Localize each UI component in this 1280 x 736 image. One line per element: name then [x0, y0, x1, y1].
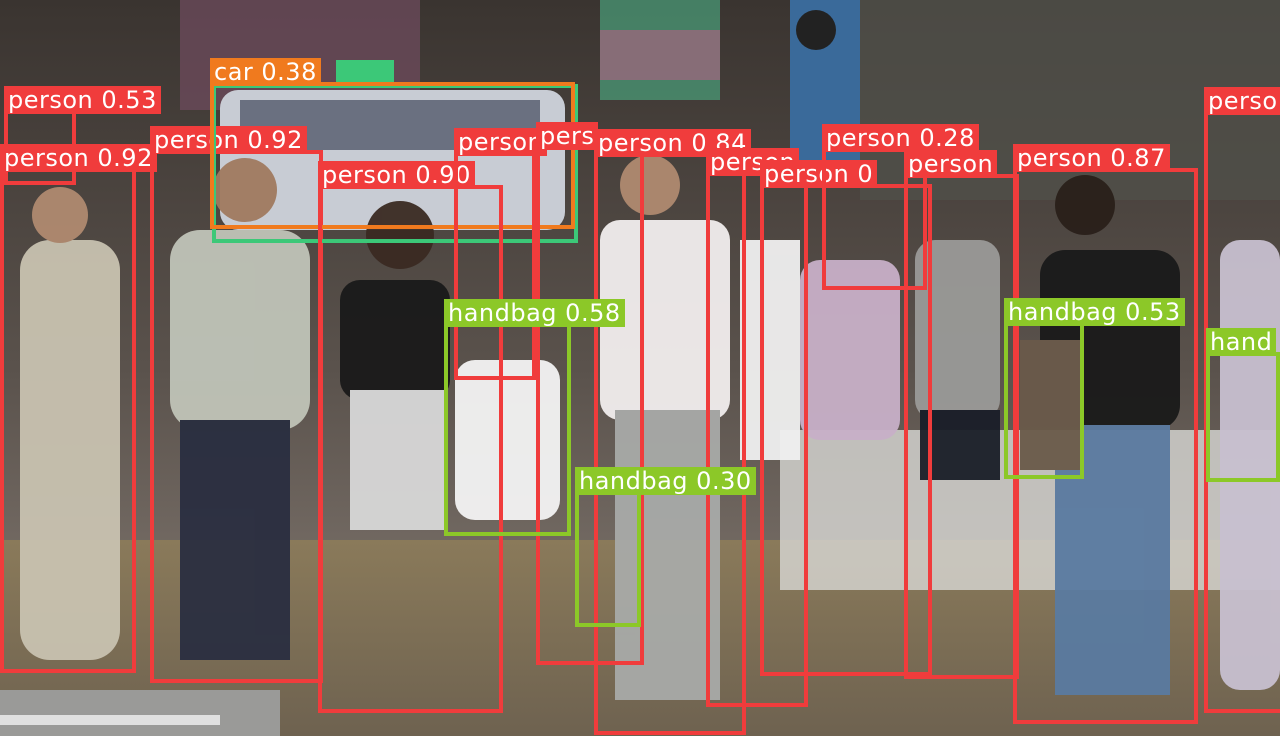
detection-label: person 0.53 [4, 86, 161, 114]
detection-label: person 0.28 [822, 124, 979, 152]
detection-label: person 0.84 [594, 129, 751, 157]
detection-label: car 0.38 [210, 58, 321, 86]
detection-label: pers [536, 122, 599, 150]
detection-box-car: car 0.38 [210, 58, 575, 229]
detection-box-person: person [454, 128, 548, 380]
detection-box-person: person 0.90 [318, 161, 503, 713]
detection-label: handbag 0.53 [1004, 298, 1185, 326]
detection-box-person: pers [536, 122, 644, 665]
detection-box-person: person 0 [760, 160, 932, 676]
detection-label: person 0 [760, 160, 878, 188]
detection-box-person: person 0.84 [594, 129, 751, 735]
detection-label: perso [1204, 87, 1280, 115]
detection-box-person: person 0.87 [1013, 144, 1198, 724]
detection-box-person: person 0.28 [822, 124, 979, 290]
detection-label: person 0.92 [0, 144, 157, 172]
detection-label: person 0.92 [150, 126, 307, 154]
detection-label: hand [1206, 328, 1277, 356]
detection-label: person [904, 150, 998, 178]
detection-label: person 0.87 [1013, 144, 1170, 172]
detection-box-person: person 0.92 [0, 144, 157, 673]
detection-label: person 0.90 [318, 161, 475, 189]
detection-box-handbag: handbag 0.53 [1004, 298, 1185, 479]
detection-box-handbag: handbag 0.58 [444, 299, 625, 536]
detection-label: person [454, 128, 548, 156]
detection-box-handbag: handbag 0.30 [575, 467, 756, 627]
detection-label: handbag 0.30 [575, 467, 756, 495]
detection-label: handbag 0.58 [444, 299, 625, 327]
detection-box-person: person [904, 150, 1019, 679]
detection-box-handbag: hand [1206, 328, 1280, 482]
